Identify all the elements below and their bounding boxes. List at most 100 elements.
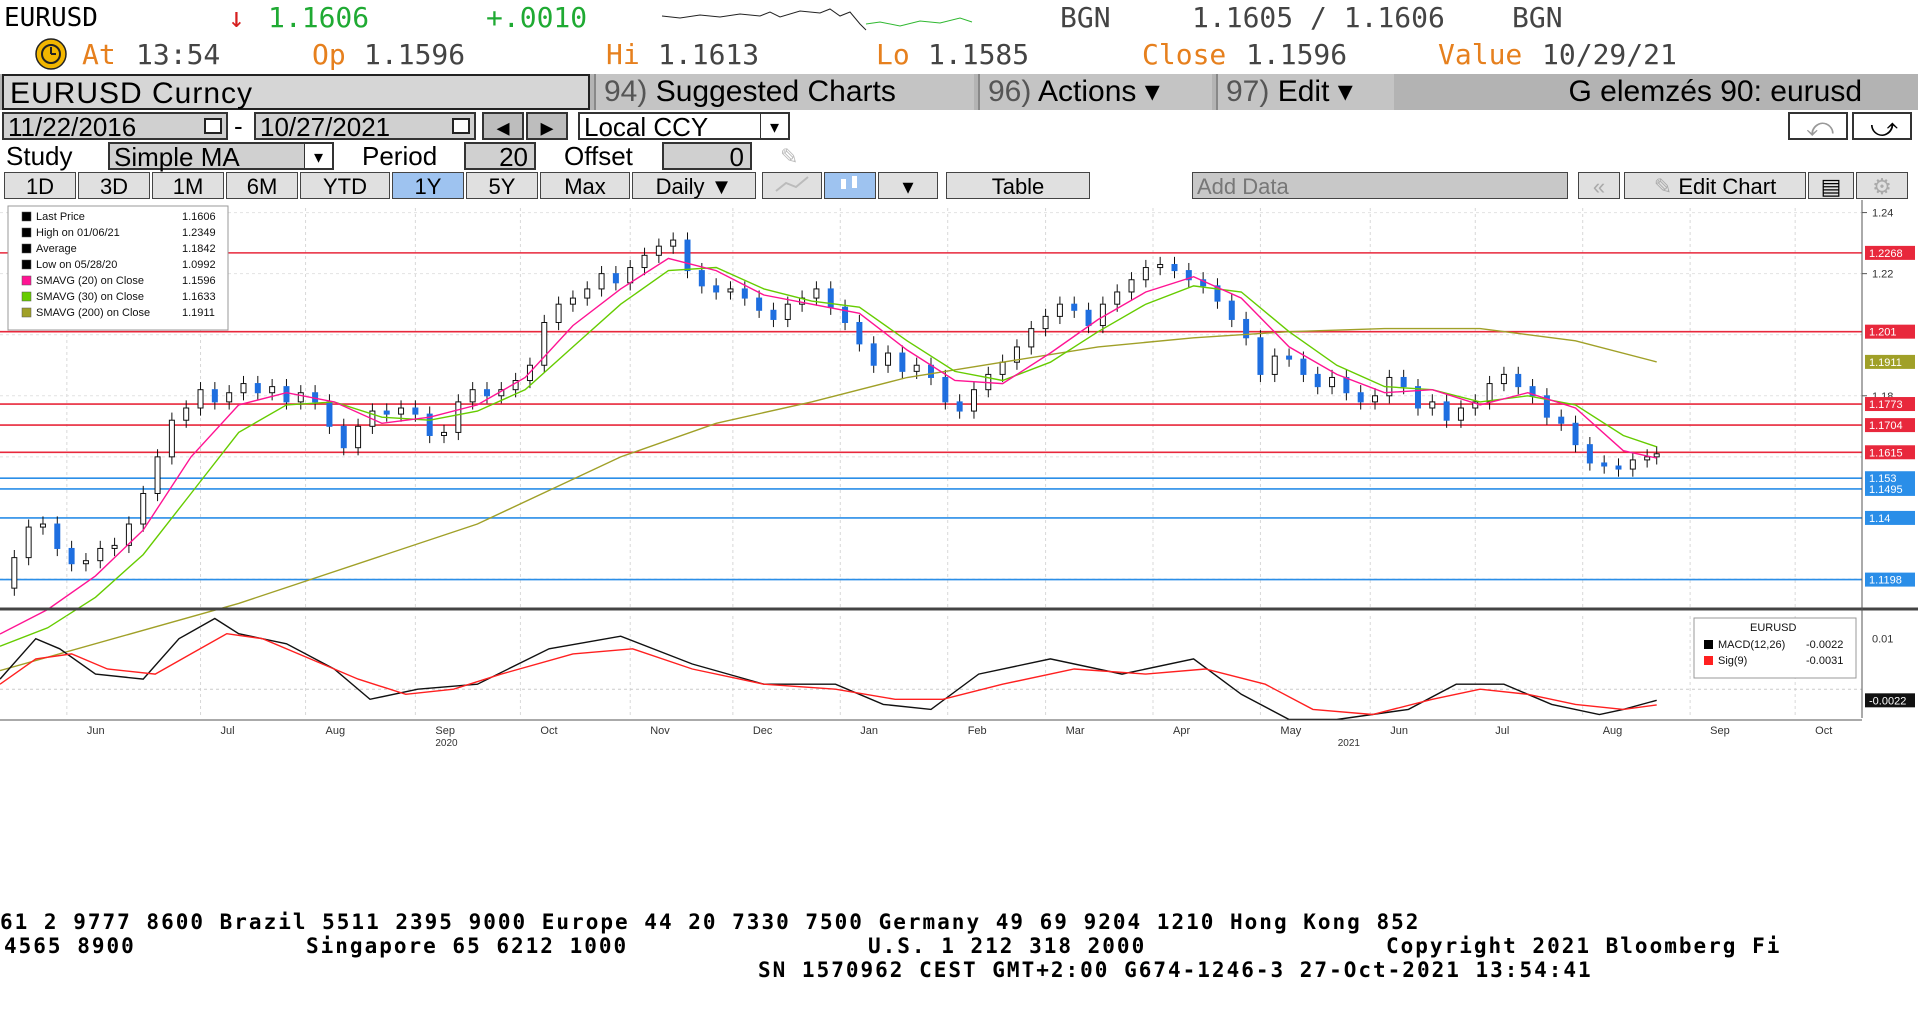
period-button-max[interactable]: Max: [540, 172, 630, 199]
price-candle-down: [713, 285, 720, 293]
price-candle-up: [1056, 303, 1063, 317]
x-tick-label: Oct: [1815, 725, 1832, 737]
frequency-select[interactable]: Daily ▼: [632, 172, 756, 199]
price-candle-down: [1414, 386, 1421, 409]
start-date-field[interactable]: 11/22/2016: [2, 112, 228, 140]
price-candle-down: [842, 306, 849, 324]
x-tick-label: Jul: [1495, 725, 1509, 737]
edit-chart-button[interactable]: ✎ Edit Chart: [1624, 172, 1806, 199]
chart-settings-icon[interactable]: ▤: [1808, 172, 1854, 199]
price-tag-box: [1865, 324, 1915, 339]
pencil-icon[interactable]: ✎: [780, 144, 799, 169]
table-button[interactable]: Table: [946, 172, 1090, 199]
offset-label: Offset: [564, 141, 633, 171]
x-tick-label: Jun: [1390, 725, 1408, 737]
price-candle-down: [1214, 285, 1221, 302]
legend-name: Low on 05/28/20: [36, 259, 117, 271]
offset-input[interactable]: 0: [662, 142, 752, 170]
study-select[interactable]: Simple MA ▾: [108, 142, 334, 170]
gear-icon[interactable]: ⚙: [1856, 172, 1908, 199]
close-label: Close: [1142, 38, 1227, 71]
end-date: 10/27/2021: [260, 112, 391, 142]
period-button-6m[interactable]: 6M: [226, 172, 298, 199]
line-chart-icon[interactable]: [762, 172, 822, 199]
period-button-1d[interactable]: 1D: [4, 172, 76, 199]
price-candle-down: [899, 352, 906, 372]
main-lines: [0, 232, 1862, 672]
period-button-ytd[interactable]: YTD: [300, 172, 390, 199]
axes: 1.241.221.180.011.22681.2011.19111.17731…: [0, 200, 1918, 749]
legend-swatch: [21, 211, 32, 222]
price-candle-down: [1572, 422, 1579, 446]
previous-period-button[interactable]: ◂: [482, 112, 524, 140]
period-input[interactable]: 20: [464, 142, 536, 170]
x-tick-label: Jun: [87, 725, 105, 737]
ticker[interactable]: EURUSD: [4, 3, 98, 33]
suggested-charts-label: Suggested Charts: [655, 75, 896, 108]
price-candle-down: [426, 413, 433, 436]
price-tag-label: 1.1911: [1869, 357, 1902, 369]
year-label: 2020: [435, 738, 458, 749]
macd-legend-name: Sig(9): [1718, 655, 1747, 667]
chart-type-dropdown[interactable]: ▾: [878, 172, 938, 199]
next-period-button[interactable]: ▸: [526, 112, 568, 140]
period-label: Period: [362, 141, 438, 171]
price-candle-up: [25, 526, 32, 559]
price-candle-up: [1329, 376, 1336, 388]
undo-icon[interactable]: ⤺: [1788, 112, 1848, 140]
price-candle-down: [856, 322, 863, 345]
price-candle-up: [555, 303, 562, 324]
chart-title: G elemzés 90: eurusd: [1568, 75, 1862, 108]
legend-name: Last Price: [36, 211, 85, 223]
macd-legend[interactable]: EURUSD MACD(12,26) -0.0022 Sig(9) -0.0031: [1693, 617, 1857, 679]
candle-chart-icon[interactable]: [824, 172, 876, 199]
legend-name: SMAVG (20) on Close: [36, 275, 144, 287]
legend-name: High on 01/06/21: [36, 227, 120, 239]
actions-button[interactable]: 96) Actions ▾: [978, 74, 1212, 110]
currency-select[interactable]: Local CCY ▾: [578, 112, 790, 140]
macd-line: [0, 617, 1657, 721]
calendar-icon[interactable]: [204, 118, 222, 134]
redo-icon[interactable]: ⤻: [1852, 112, 1912, 140]
price-candle-up: [1644, 456, 1651, 461]
end-date-field[interactable]: 10/27/2021: [254, 112, 476, 140]
period-button-1m[interactable]: 1M: [152, 172, 224, 199]
macd-legend-name: MACD(12,26): [1718, 639, 1785, 651]
legend-value: 1.1911: [182, 307, 215, 319]
footer-line-2c: U.S. 1 212 318 2000: [868, 934, 1147, 958]
price-candle-up: [1028, 328, 1035, 348]
currency-value: Local CCY: [584, 112, 709, 142]
price-candle-down: [1071, 303, 1078, 311]
macd-tag-label: -0.0022: [1869, 695, 1906, 707]
study-label: Study: [6, 141, 73, 171]
calendar-icon[interactable]: [452, 118, 470, 134]
macd-legend-value: -0.0022: [1806, 639, 1843, 651]
price-chart[interactable]: 1.241.221.180.011.22681.2011.19111.17731…: [0, 200, 1918, 908]
security-field[interactable]: EURUSD Curncy: [2, 74, 590, 110]
period-button-5y[interactable]: 5Y: [466, 172, 538, 199]
value-date: 10/29/21: [1542, 38, 1677, 71]
price-tag-label: 1.1773: [1869, 399, 1903, 411]
price-candle-up: [1372, 395, 1379, 403]
price-candle-up: [82, 560, 89, 565]
main-legend[interactable]: Last Price 1.1606 High on 01/06/21 1.2349 Av…: [7, 205, 229, 331]
period-button-3d[interactable]: 3D: [78, 172, 150, 199]
add-data-button[interactable]: Add Data: [1192, 172, 1568, 199]
date-separator: -: [234, 111, 243, 141]
price-candle-up: [784, 303, 791, 320]
price-candle-up: [111, 544, 118, 549]
legend-name: Average: [36, 243, 77, 255]
edit-button[interactable]: 97) Edit ▾: [1216, 74, 1394, 110]
price-candle-up: [1429, 401, 1436, 409]
x-tick-label: Nov: [650, 725, 670, 737]
price-candle-up: [541, 322, 548, 366]
collapse-icon[interactable]: «: [1578, 172, 1620, 199]
date-range-row: 11/22/2016 - 10/27/2021 ◂ ▸ Local CCY ▾ …: [0, 110, 1918, 142]
footer-line-1: 61 2 9777 8600 Brazil 5511 2395 9000 Eur…: [0, 910, 1421, 934]
suggested-charts-button[interactable]: 94) Suggested Charts: [594, 74, 974, 110]
value-label: Value: [1438, 38, 1523, 71]
price-candle-down: [1243, 318, 1250, 339]
legend-swatch: [21, 307, 32, 318]
open-label: Op: [312, 38, 346, 71]
period-button-1y[interactable]: 1Y: [392, 172, 464, 199]
